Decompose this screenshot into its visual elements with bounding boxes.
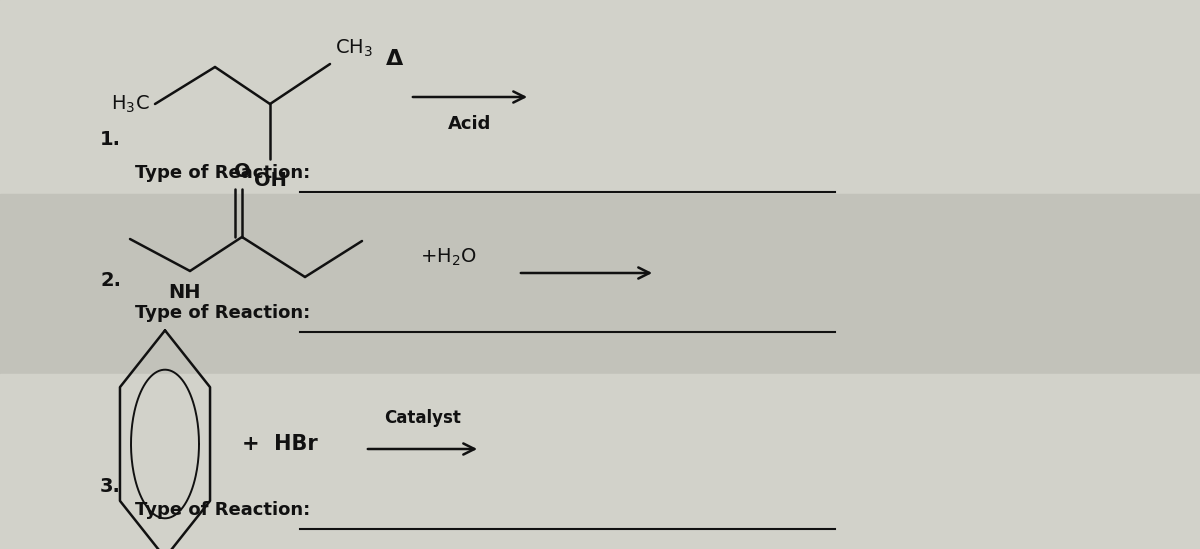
Bar [0, 194, 1200, 374]
Text: Δ: Δ [386, 49, 403, 69]
Text: $\mathrm{CH_3}$: $\mathrm{CH_3}$ [335, 38, 373, 59]
Text: 1.: 1. [100, 130, 121, 148]
Bar [0, 374, 1200, 549]
Text: $\mathrm{H_3C}$: $\mathrm{H_3C}$ [112, 93, 150, 115]
Text: Catalyst: Catalyst [384, 409, 461, 427]
Text: 3.: 3. [100, 478, 121, 496]
Text: OH: OH [253, 171, 287, 190]
Text: Acid: Acid [449, 115, 492, 133]
Text: $\mathrm{+ H_2O}$: $\mathrm{+ H_2O}$ [420, 247, 476, 268]
Text: Type of Reaction:: Type of Reaction: [134, 304, 311, 322]
Text: 2.: 2. [100, 272, 121, 290]
Text: NH: NH [169, 283, 202, 302]
Bar [0, 0, 1200, 194]
Text: O: O [234, 162, 251, 181]
Text: Type of Reaction:: Type of Reaction: [134, 164, 311, 182]
Text: Type of Reaction:: Type of Reaction: [134, 501, 311, 519]
Text: +  HBr: + HBr [242, 434, 318, 454]
